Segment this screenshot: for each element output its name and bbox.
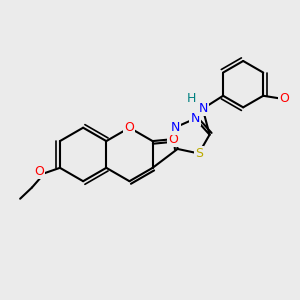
Text: O: O	[124, 121, 134, 134]
Text: N: N	[190, 112, 200, 125]
Text: N: N	[171, 121, 180, 134]
Text: O: O	[169, 133, 178, 146]
Text: N: N	[198, 102, 208, 115]
Text: O: O	[279, 92, 289, 105]
Text: O: O	[34, 165, 44, 178]
Text: H: H	[187, 92, 196, 105]
Text: S: S	[195, 147, 203, 160]
